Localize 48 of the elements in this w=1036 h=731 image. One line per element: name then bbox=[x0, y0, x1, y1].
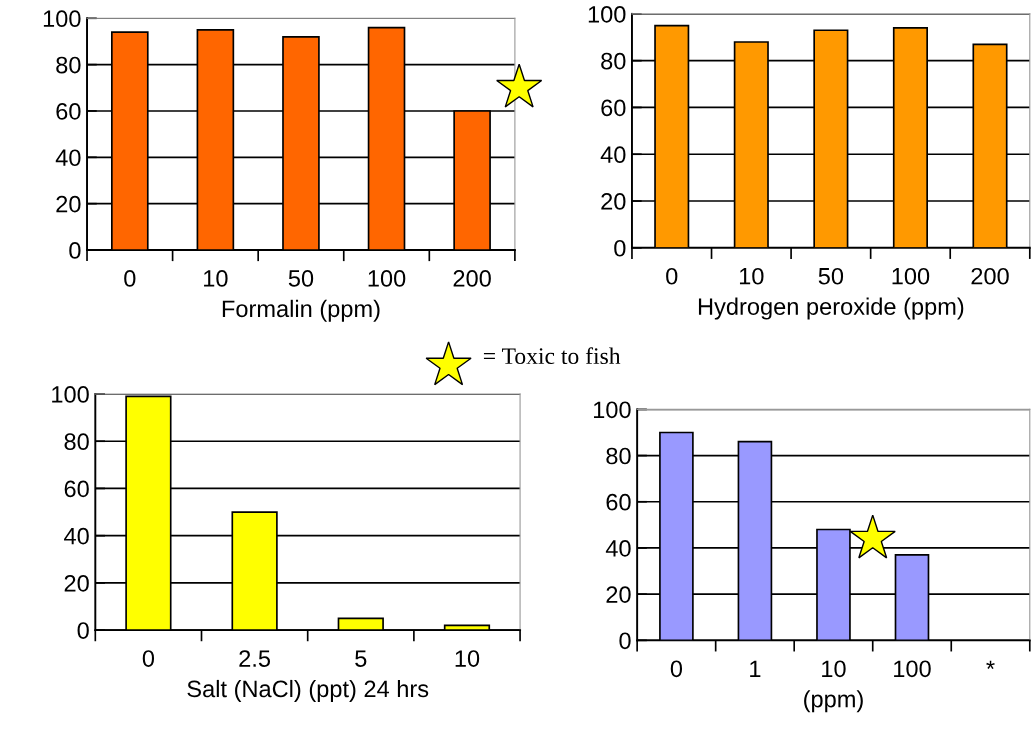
y-tick-label: 60 bbox=[64, 480, 89, 498]
x-tick-label: 100 bbox=[368, 270, 406, 287]
x-tick-label: 0 bbox=[666, 267, 678, 285]
y-tick-label: 0 bbox=[77, 622, 89, 639]
text: = Toxic to fish bbox=[483, 347, 621, 365]
x-tick-label: 50 bbox=[818, 267, 844, 285]
y-tick-label: 20 bbox=[64, 574, 89, 592]
x-tick-label: 100 bbox=[892, 267, 930, 285]
y-tick-label: 40 bbox=[55, 149, 81, 167]
x-axis-title: Formalin (ppm) bbox=[222, 299, 380, 322]
x-tick-label: 5 bbox=[355, 650, 367, 667]
x-tick-label: 200 bbox=[971, 267, 1009, 285]
y-tick-label: 20 bbox=[606, 586, 631, 603]
x-tick-label: 0 bbox=[124, 270, 136, 287]
y-tick-label: 0 bbox=[69, 242, 81, 259]
y-tick-label: 100 bbox=[588, 5, 626, 23]
y-tick-label: 80 bbox=[601, 52, 626, 70]
y-tick-label: 80 bbox=[56, 56, 81, 74]
y-tick-label: 40 bbox=[605, 540, 631, 557]
y-tick-label: 20 bbox=[601, 193, 626, 210]
y-tick-label: 0 bbox=[614, 239, 626, 257]
x-tick-label: 100 bbox=[894, 660, 931, 678]
x-tick-label: 10 bbox=[822, 660, 846, 678]
x-tick-label: * bbox=[986, 660, 995, 669]
x-tick-label: 10 bbox=[455, 650, 480, 667]
x-tick-label: 200 bbox=[453, 270, 491, 287]
y-tick-label: 80 bbox=[64, 433, 89, 451]
y-tick-label: 0 bbox=[619, 632, 631, 650]
x-tick-label: 10 bbox=[739, 267, 764, 285]
x-axis-title: (ppm) bbox=[804, 690, 863, 713]
y-tick-label: 100 bbox=[52, 386, 89, 403]
y-tick-label: 80 bbox=[606, 447, 631, 465]
y-tick-label: 60 bbox=[606, 493, 631, 511]
y-tick-label: 100 bbox=[43, 10, 81, 28]
x-tick-label: 50 bbox=[288, 270, 314, 287]
y-tick-label: 40 bbox=[600, 146, 626, 164]
y-tick-label: 100 bbox=[593, 401, 631, 419]
y-tick-label: 20 bbox=[56, 195, 81, 213]
x-tick-label: 0 bbox=[142, 650, 155, 667]
x-tick-label: 2.5 bbox=[239, 650, 271, 667]
x-tick-label: 1 bbox=[750, 660, 761, 677]
x-axis-title: Hydrogen peroxide (ppm) bbox=[698, 297, 964, 320]
x-tick-label: 10 bbox=[204, 270, 228, 287]
y-tick-label: 60 bbox=[601, 99, 626, 117]
x-axis-title: Salt (NaCl) (ppt) 24 hrs bbox=[187, 679, 429, 702]
y-tick-label: 60 bbox=[56, 103, 81, 120]
x-tick-label: 0 bbox=[670, 660, 683, 678]
y-tick-label: 40 bbox=[64, 527, 89, 545]
